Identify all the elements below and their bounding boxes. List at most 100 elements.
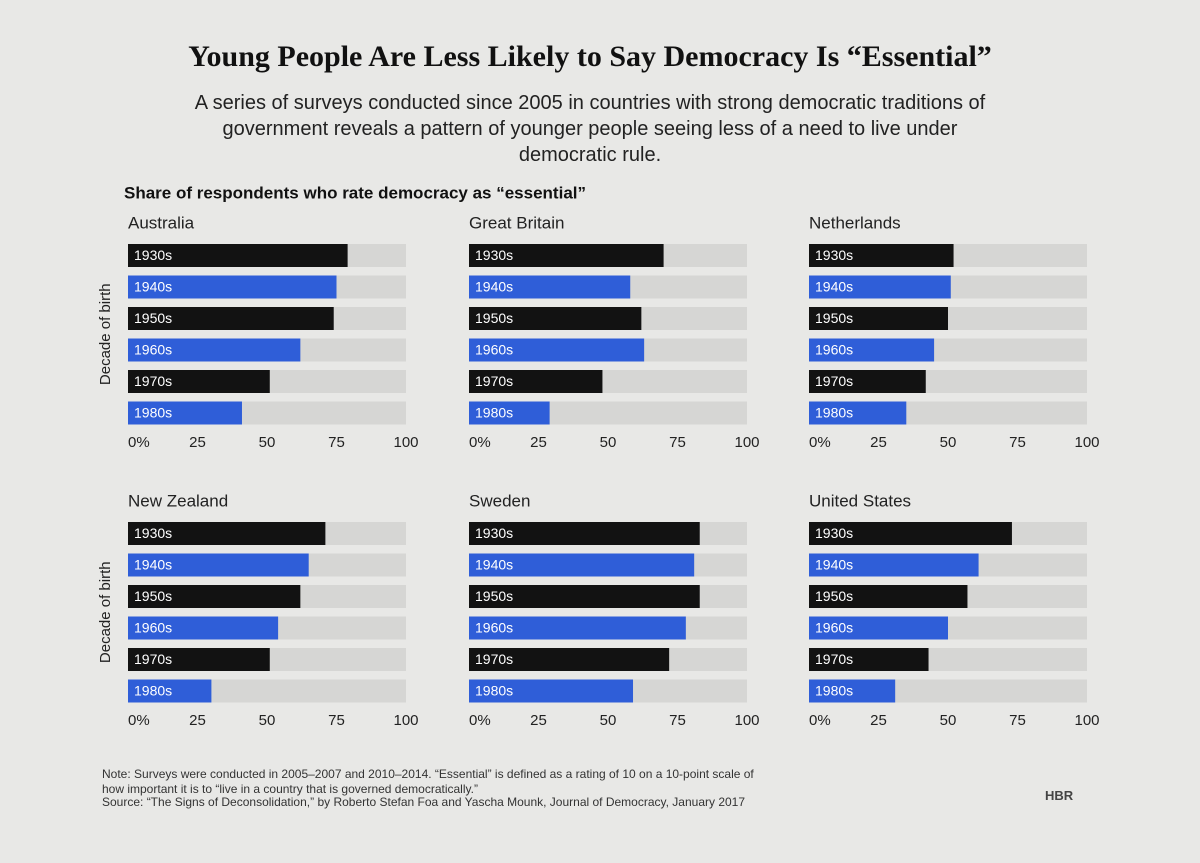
x-tick-label: 25 [870,712,887,729]
category-label: 1930s [475,247,513,263]
x-tick-label: 25 [530,712,547,729]
bar [128,244,348,267]
x-tick-label: 50 [940,434,957,451]
title: Young People Are Less Likely to Say Demo… [188,40,992,73]
category-label: 1930s [475,525,513,541]
panel-title: United States [809,491,911,510]
category-label: 1980s [134,405,172,421]
category-label: 1980s [134,683,172,699]
category-label: 1970s [475,373,513,389]
x-tick-label: 100 [393,712,418,729]
bar [469,585,700,608]
bar [469,338,645,362]
x-tick-label: 75 [669,712,686,729]
bar [128,553,309,577]
x-tick-label: 25 [189,712,206,729]
bar [128,616,279,640]
category-label: 1940s [815,557,853,573]
category-label: 1950s [134,588,172,604]
bar [809,648,929,671]
category-label: 1970s [815,373,853,389]
category-label: 1930s [815,247,853,263]
bar [128,275,337,299]
y-axis-label: Decade of birth [97,283,114,385]
x-tick-label: 0% [809,434,831,451]
bar [809,338,935,362]
x-tick-label: 100 [1074,434,1099,451]
category-label: 1960s [815,620,853,636]
x-tick-label: 100 [1074,712,1099,729]
category-label: 1970s [134,651,172,667]
panel-title: Great Britain [469,213,564,232]
x-tick-label: 25 [189,434,206,451]
bar [469,370,603,393]
panel-title: Netherlands [809,213,901,232]
x-tick-label: 0% [469,434,491,451]
category-label: 1950s [475,588,513,604]
bar [469,244,664,267]
subtitle: A series of surveys conducted since 2005… [194,92,986,166]
chart-label: Share of respondents who rate democracy … [124,183,586,202]
bar [128,585,301,608]
bar [128,648,270,671]
bar [128,679,212,703]
x-tick-label: 50 [600,434,617,451]
category-label: 1970s [815,651,853,667]
bar [809,401,907,425]
bar [469,679,634,703]
category-label: 1960s [475,620,513,636]
panel-title: Australia [128,213,195,232]
bar [809,553,979,577]
x-tick-label: 25 [870,434,887,451]
category-label: 1940s [815,279,853,295]
bar [809,679,896,703]
note: Note: Surveys were conducted in 2005–200… [102,767,754,796]
category-label: 1960s [134,620,172,636]
category-label: 1980s [815,683,853,699]
x-tick-label: 0% [128,712,150,729]
category-label: 1940s [134,279,172,295]
panel-title: Sweden [469,491,530,510]
category-label: 1960s [815,342,853,358]
x-tick-label: 75 [669,434,686,451]
bar [469,616,686,640]
category-label: 1930s [134,247,172,263]
category-label: 1930s [815,525,853,541]
category-label: 1980s [815,405,853,421]
x-tick-label: 75 [1009,434,1026,451]
y-axis-label: Decade of birth [97,561,114,663]
category-label: 1940s [134,557,172,573]
x-tick-label: 75 [328,712,345,729]
bar [128,338,301,362]
bar [469,307,642,330]
bar [469,648,670,671]
x-tick-label: 50 [259,712,276,729]
bar [128,401,242,425]
category-label: 1950s [815,310,853,326]
bar [809,244,954,267]
panel-title: New Zealand [128,491,228,510]
category-label: 1960s [134,342,172,358]
bar [469,522,700,545]
bar [809,307,948,330]
x-tick-label: 75 [1009,712,1026,729]
category-label: 1950s [475,310,513,326]
category-label: 1970s [475,651,513,667]
category-label: 1960s [475,342,513,358]
x-tick-label: 0% [809,712,831,729]
x-tick-label: 75 [328,434,345,451]
x-tick-label: 100 [393,434,418,451]
category-label: 1970s [134,373,172,389]
x-tick-label: 50 [600,712,617,729]
category-label: 1940s [475,557,513,573]
bar [809,370,926,393]
bar [128,370,270,393]
bar [809,522,1012,545]
category-label: 1950s [815,588,853,604]
bar [469,401,550,425]
bar [809,585,968,608]
x-tick-label: 50 [940,712,957,729]
bar [128,522,326,545]
